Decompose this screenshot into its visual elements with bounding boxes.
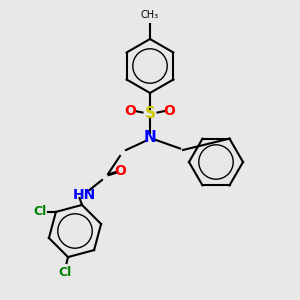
Text: Cl: Cl — [58, 266, 72, 279]
Text: Cl: Cl — [34, 206, 47, 218]
Text: O: O — [124, 104, 136, 118]
Text: N: N — [144, 130, 156, 146]
Text: CH₃: CH₃ — [141, 10, 159, 20]
Text: O: O — [114, 164, 126, 178]
Text: S: S — [145, 106, 155, 122]
Text: O: O — [164, 104, 175, 118]
Text: HN: HN — [72, 188, 96, 202]
